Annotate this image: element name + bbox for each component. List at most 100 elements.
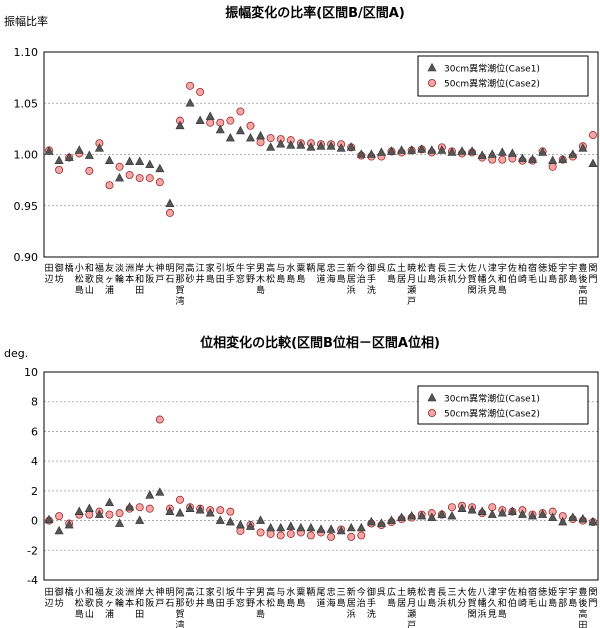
x-tick-label: 尾道 <box>316 263 325 285</box>
x-tick-label: 御坊 <box>55 262 64 285</box>
data-point-case1 <box>558 154 568 163</box>
data-point-case2 <box>135 174 144 183</box>
x-tick-label: 八幡浜 <box>478 264 487 296</box>
data-point-case1 <box>366 516 376 526</box>
data-point-case1 <box>276 522 286 532</box>
data-point-case1 <box>568 149 578 158</box>
x-tick-label: 呉 <box>377 587 386 598</box>
data-point-case1 <box>326 141 336 150</box>
x-tick-label: 水島 <box>286 586 295 609</box>
data-point-case1 <box>256 515 266 524</box>
x-tick-label: 引田 <box>216 263 225 285</box>
data-point-case1 <box>215 124 225 134</box>
data-point-case1 <box>528 154 538 163</box>
data-point-case2 <box>327 532 336 541</box>
chart-1: 振幅変化の比率(区間B/区間A) 振幅比率 0.90 0.95 1.00 1.05 1.10… <box>4 5 599 307</box>
y-tick-label: 2 <box>31 485 38 498</box>
x-tick-label: 御手洗 <box>367 586 376 620</box>
data-point-case1 <box>376 518 386 527</box>
y-tick-label: 0.90 <box>14 251 39 264</box>
x-tick-label: 長浜 <box>437 263 446 285</box>
data-point-case1 <box>356 522 366 532</box>
data-point-case1 <box>276 139 286 148</box>
x-tick-label: 佐伯 <box>508 586 517 609</box>
x-tick-label: 広島 <box>387 586 396 609</box>
data-point-case2 <box>276 531 285 540</box>
data-point-case1 <box>266 142 276 151</box>
x-tick-label: 小松島 <box>75 263 84 296</box>
x-tick-label: 淡輪 <box>115 587 124 609</box>
x-tick-label: 小松島 <box>75 587 84 620</box>
x-tick-label: 柏崎 <box>518 262 527 285</box>
data-point-case1 <box>548 155 558 164</box>
data-point-case1 <box>507 506 517 515</box>
x-tick-label: 江井 <box>196 263 205 285</box>
data-point-case1 <box>235 519 245 529</box>
y-tick-label: 1.10 <box>14 46 39 59</box>
data-point-case1 <box>306 142 316 151</box>
x-tick-label: 青島 <box>427 586 436 609</box>
data-point-case2 <box>115 509 124 518</box>
data-point-case2 <box>246 121 255 130</box>
data-point-case1 <box>316 141 326 150</box>
data-point-case1 <box>417 510 427 520</box>
data-point-case1 <box>286 140 296 149</box>
x-tick-label: 大阪 <box>145 586 154 609</box>
data-point-case1 <box>477 506 487 515</box>
data-point-case1 <box>467 505 477 514</box>
x-tick-label: 友ヶ浦 <box>105 262 114 296</box>
x-tick-label: 宇部 <box>558 586 567 609</box>
data-point-case1 <box>195 505 205 514</box>
legend-marker-case2 <box>427 408 436 417</box>
data-point-case1 <box>447 147 457 156</box>
x-tick-label: 男木島 <box>256 263 265 296</box>
data-point-case1 <box>205 508 215 517</box>
data-point-case2 <box>196 87 205 96</box>
x-tick-label: 暁月瀬戸 <box>407 587 416 628</box>
data-point-case1 <box>558 516 568 526</box>
data-point-case2 <box>105 510 114 519</box>
x-tick-label: 柏崎 <box>518 586 527 609</box>
data-point-case1 <box>326 524 336 533</box>
y-tick-label: 0.95 <box>14 200 39 213</box>
x-tick-label: 広島 <box>387 262 396 285</box>
legend-label: 50cm異常潮位(Case2) <box>444 78 540 90</box>
data-point-case1 <box>407 510 417 520</box>
data-point-case1 <box>417 144 427 153</box>
x-tick-label: 三島 <box>337 588 346 609</box>
data-point-case1 <box>497 147 507 156</box>
data-point-case2 <box>548 162 557 171</box>
data-point-case1 <box>84 150 94 159</box>
legend-marker-case2 <box>427 79 436 88</box>
x-tick-label: 御手洗 <box>367 262 376 296</box>
x-tick-label: 明石 <box>165 263 174 285</box>
y-axis-label: 振幅比率 <box>4 14 48 28</box>
data-point-case1 <box>256 130 266 140</box>
x-tick-label: 宇和島 <box>498 586 507 620</box>
data-point-case2 <box>135 503 144 512</box>
x-tick-label: 神戸 <box>155 586 164 609</box>
x-tick-label: 鞆 <box>306 262 315 274</box>
data-point-case1 <box>548 512 558 521</box>
x-tick-label: 忠海 <box>327 587 336 609</box>
x-tick-label: 淡輪 <box>115 263 124 285</box>
x-tick-label: 家島 <box>206 586 215 609</box>
data-point-case2 <box>125 170 134 179</box>
data-point-case1 <box>44 146 54 155</box>
legend-marker-case1 <box>427 62 437 72</box>
data-point-case1 <box>215 515 225 524</box>
data-point-case1 <box>487 509 497 518</box>
x-tick-label: 尾道 <box>316 587 325 609</box>
data-point-case1 <box>104 155 114 164</box>
chart-2: 位相変化の比較(区間B位相－区間A位相) deg. -4 -2 0 2 4 6 8 10 田辺御坊橋… <box>4 335 599 628</box>
data-point-case1 <box>155 163 165 173</box>
x-tick-label: 関門 <box>588 587 597 609</box>
data-point-case1 <box>185 98 195 107</box>
data-point-case2 <box>85 510 94 519</box>
x-tick-label: 青島 <box>427 262 436 285</box>
x-tick-label: 家島 <box>206 262 215 285</box>
plot-frame <box>43 51 599 258</box>
y-tick-label: 8 <box>31 396 38 409</box>
data-point-case2 <box>155 415 164 424</box>
x-tick-label: 佐賀関 <box>468 262 477 296</box>
